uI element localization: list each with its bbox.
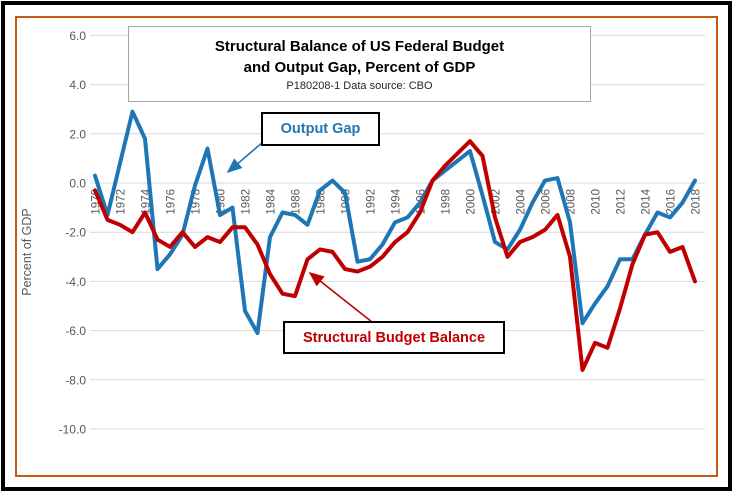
output-gap-line <box>93 109 697 336</box>
structural-budget-balance-line <box>93 139 697 372</box>
y-tick-label: -2.0 <box>65 226 86 240</box>
x-tick-label: 2014 <box>641 188 653 214</box>
y-tick-label: -10.0 <box>59 423 87 437</box>
chart-subtitle: P180208-1 Data source: CBO <box>286 80 433 92</box>
structural-balance-label: Structural Budget Balance <box>302 329 486 346</box>
y-axis-title-text: Percent of GDP <box>20 208 34 296</box>
output-gap-label: Output Gap <box>280 121 361 137</box>
y-tick-label: -8.0 <box>65 373 86 387</box>
chart-title-line1: Structural Balance of US Federal Budget <box>214 38 505 55</box>
y-tick-label: 6.0 <box>69 29 86 43</box>
x-tick-label: 2006 <box>541 189 553 215</box>
x-tick-label: 1998 <box>441 189 453 215</box>
output-gap-arrow <box>226 141 264 174</box>
y-tick-label: 2.0 <box>69 127 86 141</box>
y-tick-label: -4.0 <box>65 275 86 289</box>
x-tick-label: 2012 <box>616 189 628 215</box>
x-tick-label: 2016 <box>666 189 678 215</box>
x-tick-label: 2018 <box>691 189 703 215</box>
x-tick-label: 2008 <box>566 189 578 215</box>
x-axis-tick-labels: 1970 1972 1974 1976 1978 1980 1982 1984 1986 1988… <box>91 188 703 214</box>
chart-title-line2: and Output Gap, Percent of GDP <box>243 59 476 76</box>
y-axis-tick-labels: 6.0 4.0 2.0 0.0 -2.0 -4.0 -6.0 -8.0 -10.0 <box>59 29 87 437</box>
x-tick-label: 2000 <box>466 189 478 215</box>
output-gap-label-box: Output Gap <box>261 112 380 146</box>
x-tick-label: 1992 <box>366 189 378 215</box>
x-tick-label: 1994 <box>391 188 403 214</box>
y-tick-label: 4.0 <box>69 78 86 92</box>
y-tick-label: 0.0 <box>69 177 86 191</box>
data-series <box>93 109 697 372</box>
x-tick-label: 1984 <box>266 188 278 214</box>
structural-balance-label-box: Structural Budget Balance <box>283 321 505 354</box>
chart-title-box: Structural Balance of US Federal Budget … <box>128 26 591 102</box>
structural-balance-arrow <box>308 272 373 323</box>
x-tick-label: 1982 <box>241 189 253 215</box>
x-tick-label: 1976 <box>166 189 178 215</box>
x-tick-label: 2004 <box>516 188 528 214</box>
annotation-arrows <box>226 141 373 323</box>
y-tick-label: -6.0 <box>65 324 86 338</box>
x-tick-label: 1972 <box>116 189 128 215</box>
x-tick-label: 2010 <box>591 189 603 215</box>
x-tick-label: 1986 <box>291 189 303 215</box>
